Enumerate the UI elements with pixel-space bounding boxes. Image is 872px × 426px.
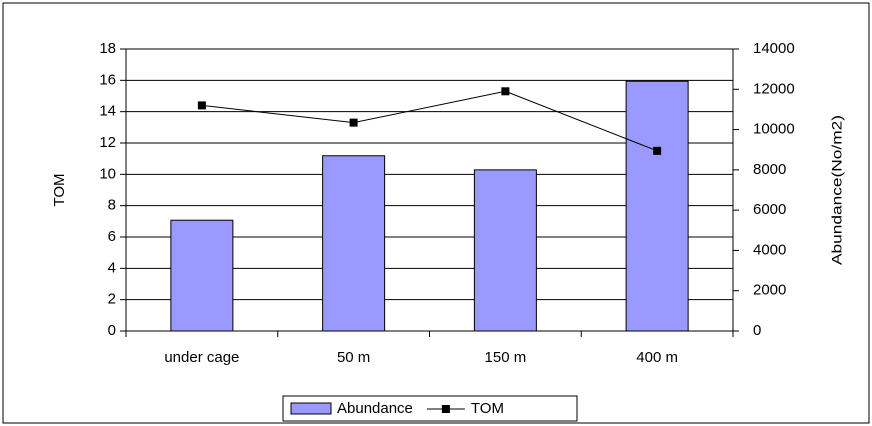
marker bbox=[501, 87, 510, 96]
bar bbox=[473, 169, 537, 332]
y-tick-label: 14 bbox=[99, 103, 116, 120]
y-tick-label: 0 bbox=[108, 322, 116, 339]
y-tick-label: 2 bbox=[108, 291, 116, 308]
y2-tick-label: 12000 bbox=[753, 80, 795, 97]
y-tick-label: 18 bbox=[99, 40, 116, 57]
legend-box bbox=[282, 395, 578, 422]
y2-tick-label: 0 bbox=[753, 322, 761, 339]
x-tick-label: 50 m bbox=[337, 349, 370, 366]
y-tick-label: 12 bbox=[99, 134, 116, 151]
y2-tick-label: 10000 bbox=[753, 121, 795, 138]
y-axis-label: TOM bbox=[51, 173, 68, 206]
y2-tick-label: 4000 bbox=[753, 241, 786, 258]
legend-swatch bbox=[290, 402, 332, 415]
x-tick-label: 400 m bbox=[636, 349, 678, 366]
legend-marker bbox=[441, 405, 450, 413]
legend-label: Abundance bbox=[337, 400, 413, 417]
x-tick-label: 150 m bbox=[485, 349, 527, 366]
legend-label: TOM bbox=[471, 400, 504, 417]
y-tick-label: 10 bbox=[99, 165, 116, 182]
y-tick-label: 6 bbox=[108, 228, 116, 245]
y2-tick-label: 6000 bbox=[753, 201, 786, 218]
y2-tick-label: 14000 bbox=[753, 40, 795, 57]
y-tick-label: 8 bbox=[108, 197, 116, 214]
marker bbox=[197, 101, 206, 110]
x-tick-label: under cage bbox=[164, 349, 239, 366]
line bbox=[201, 90, 658, 152]
y2-axis-label: Abundance(No/m2) bbox=[829, 115, 845, 265]
marker bbox=[653, 146, 662, 155]
y-tick-label: 4 bbox=[108, 259, 116, 276]
y-tick-label: 16 bbox=[99, 71, 116, 88]
y2-tick-label: 2000 bbox=[753, 282, 786, 299]
marker bbox=[349, 118, 358, 127]
bar bbox=[322, 155, 386, 332]
bar bbox=[625, 80, 689, 332]
bar bbox=[170, 219, 234, 332]
y2-tick-label: 8000 bbox=[753, 161, 786, 178]
